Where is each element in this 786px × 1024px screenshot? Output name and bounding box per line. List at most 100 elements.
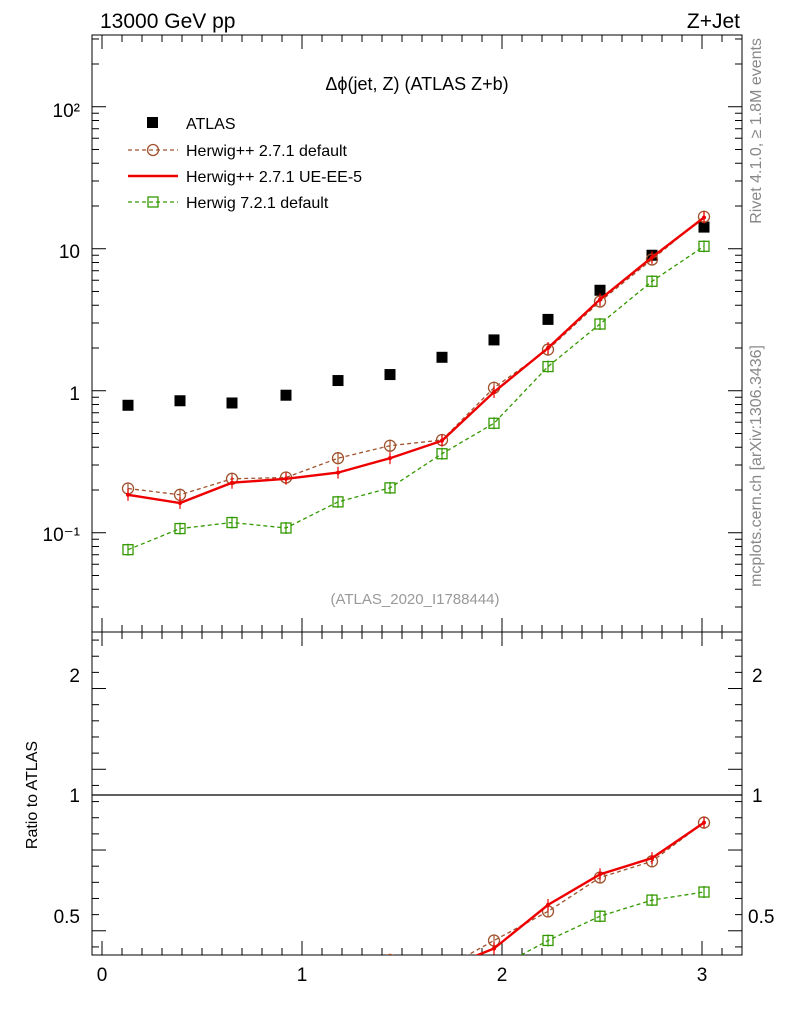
legend-label-herwig-ueee5: Herwig++ 2.7.1 UE-EE-5 [186, 169, 362, 186]
ratio-point [440, 968, 444, 972]
main-point [488, 334, 500, 346]
ratio-y-tick-label-right-1: 1 [752, 786, 763, 807]
ratio-y-tick-label-2: 2 [69, 666, 80, 687]
main-point [702, 215, 706, 220]
ratio-point [698, 886, 710, 898]
ratio-point [702, 820, 706, 825]
ratio-series-line [474, 821, 705, 955]
ratio-y-tick-label-right-2: 2 [752, 666, 763, 687]
ratio-point [175, 970, 186, 981]
ratio-point [385, 981, 395, 991]
ratio-point [598, 872, 602, 877]
main-point [226, 516, 238, 529]
x-tick-label-1: 1 [297, 965, 308, 986]
ratio-y-ticks [92, 639, 742, 948]
main-series-line [127, 216, 705, 496]
main-y-tick-label-0: 10⁻¹ [43, 525, 81, 546]
legend-marker-herwig-default [146, 143, 160, 157]
main-y-tick-label-1: 1 [69, 384, 80, 405]
main-point [383, 439, 397, 452]
header-left: 13000 GeV pp [100, 10, 235, 33]
analysis-label: (ATLAS_2020_I1788444) [330, 591, 499, 608]
main-point [384, 482, 396, 494]
main-point [646, 275, 658, 287]
ratio-y-tick-label-1: 1 [69, 786, 80, 807]
ratio-y-tick-label-right-0: 0.5 [748, 907, 774, 928]
legend: ATLAS Herwig++ 2.7.1 default Herwig++ 2.… [128, 116, 362, 212]
legend-label-herwig7: Herwig 7.2.1 default [186, 195, 329, 212]
main-point [488, 417, 500, 429]
main-point [336, 470, 340, 475]
main-point [436, 448, 448, 460]
mcplots-label: mcplots.cern.ch [arXiv:1306.3436] [748, 345, 765, 587]
legend-marker-atlas [147, 117, 158, 128]
main-point [546, 345, 550, 350]
ratio-point [646, 894, 658, 906]
ratio-point [123, 964, 134, 975]
ratio-ylabel: Ratio to ATLAS [24, 741, 41, 849]
legend-label-herwig-default: Herwig++ 2.7.1 default [186, 143, 348, 160]
ratio-point [281, 964, 292, 975]
main-point [122, 399, 134, 411]
ratio-series-line [519, 891, 705, 955]
ratio-point [492, 946, 496, 951]
rivet-label: Rivet 4.1.0, ≥ 1.8M events [748, 38, 765, 224]
ratio-point [437, 964, 448, 975]
ratio-point [227, 983, 237, 993]
x-tick-label-2: 2 [497, 965, 508, 986]
main-point [650, 255, 654, 260]
main-point [230, 480, 234, 485]
ratio-point [284, 968, 288, 972]
ratio-frame [91, 631, 743, 956]
header-right: Z+Jet [687, 10, 740, 33]
main-point [126, 492, 130, 497]
legend-label-atlas: ATLAS [186, 116, 236, 133]
main-point [122, 544, 134, 556]
ratio-point [386, 953, 394, 955]
main-point [594, 318, 606, 330]
ratio-point [594, 910, 606, 922]
main-point [436, 351, 448, 363]
ratio-point [546, 902, 550, 907]
main-y-tick-label-2: 10 [59, 242, 80, 263]
x-tick-label-0: 0 [97, 965, 108, 986]
ratio-point [333, 961, 344, 972]
ratio-point [281, 988, 291, 998]
main-series-line [127, 245, 705, 551]
main-series-line [127, 216, 705, 505]
ratio-point [542, 934, 554, 947]
main-point [388, 456, 392, 461]
main-point [384, 369, 396, 381]
ratio-point [227, 959, 238, 970]
main-point [280, 522, 292, 534]
ratio-series-line [466, 822, 705, 955]
ratio-point [230, 966, 234, 970]
main-point [594, 284, 606, 296]
main-point [440, 438, 444, 443]
main-point [280, 389, 292, 401]
main-point [698, 240, 710, 252]
main-point [542, 360, 554, 373]
x-tick-label-3: 3 [697, 965, 708, 986]
chart-title: Δϕ(jet, Z) (ATLAS Z+b) [325, 74, 508, 94]
main-point [174, 395, 186, 407]
main-point [332, 375, 344, 387]
main-point [331, 452, 345, 465]
ratio-point [126, 972, 130, 976]
ratio-point [178, 979, 182, 983]
main-y-tick-label-3: 10² [53, 101, 80, 122]
ratio-point [123, 991, 133, 1001]
main-point [226, 397, 238, 409]
main-point [178, 500, 182, 505]
ratio-point [650, 856, 654, 861]
legend-marker-herwig7 [147, 196, 159, 208]
main-point [598, 297, 602, 302]
ratio-y-tick-label-0: 0.5 [54, 907, 80, 928]
ratio-point [333, 984, 343, 994]
x-ticks [101, 35, 743, 955]
main-point [492, 389, 496, 394]
main-point [542, 313, 554, 325]
main-point [698, 221, 710, 233]
main-point [332, 496, 344, 508]
